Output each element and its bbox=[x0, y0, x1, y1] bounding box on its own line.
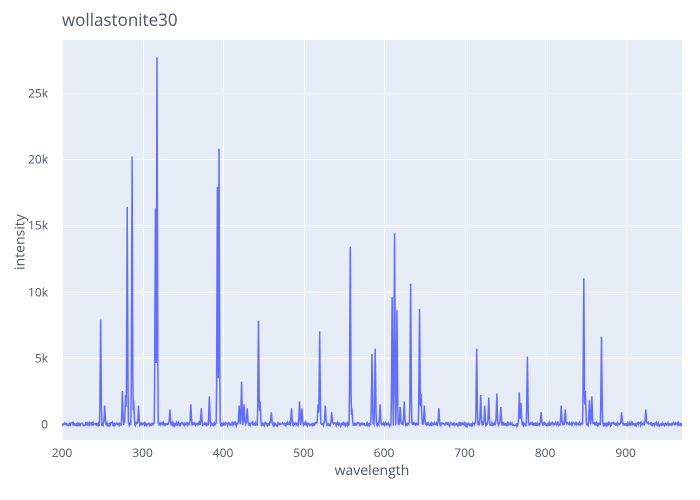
y-tick: 0 bbox=[41, 416, 48, 433]
y-tick: 5k bbox=[35, 349, 48, 366]
y-tick: 10k bbox=[28, 283, 48, 300]
x-tick: 700 bbox=[454, 444, 475, 461]
y-tick: 15k bbox=[28, 217, 48, 234]
x-tick: 600 bbox=[374, 444, 395, 461]
x-tick: 200 bbox=[52, 444, 73, 461]
y-tick-labels: 0 5k 10k 15k 20k 25k bbox=[0, 40, 55, 440]
spectrum-line bbox=[62, 40, 682, 440]
chart-container: wollastonite30 intensity 05k10k15k20k25k… bbox=[0, 0, 700, 500]
x-tick: 900 bbox=[615, 444, 636, 461]
x-axis-label: wavelength bbox=[62, 461, 682, 480]
plot-area[interactable] bbox=[62, 40, 682, 440]
x-tick: 300 bbox=[132, 444, 153, 461]
y-tick: 25k bbox=[28, 84, 48, 101]
chart-title: wollastonite30 bbox=[62, 8, 178, 31]
x-tick: 400 bbox=[213, 444, 234, 461]
x-tick: 800 bbox=[535, 444, 556, 461]
x-tick: 500 bbox=[293, 444, 314, 461]
y-tick: 20k bbox=[28, 151, 48, 168]
